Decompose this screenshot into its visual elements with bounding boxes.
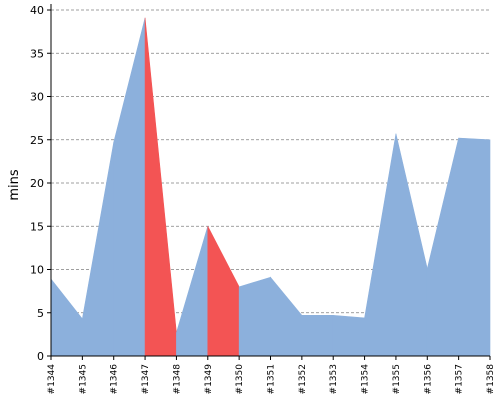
area-segment-success <box>395 133 428 357</box>
x-tick-label: #1347 <box>141 364 151 394</box>
x-tick-label: #1355 <box>392 364 402 394</box>
x-tick-label: #1352 <box>298 364 308 394</box>
y-tick-label: 5 <box>37 307 44 320</box>
area-segment-success <box>458 137 491 357</box>
x-tick-label: #1345 <box>78 364 88 394</box>
area-segment-success <box>82 142 115 357</box>
area-series <box>50 17 491 357</box>
area-segment-success <box>332 315 365 357</box>
area-segment-success <box>238 276 271 357</box>
area-segment-success <box>113 17 146 357</box>
y-tick-label: 15 <box>30 220 44 233</box>
x-tick-labels: #1344 #1345 #1346 #1347 #1348 #1349 #1350 #1351… <box>47 364 496 395</box>
area-segment-success <box>270 276 303 357</box>
y-tick-label: 20 <box>30 177 44 190</box>
y-tick-labels: 0 5 10 15 20 25 30 35 40 <box>30 4 44 363</box>
x-tick-label: #1350 <box>235 364 245 395</box>
area-segment-success <box>176 226 209 357</box>
area-segment-success <box>364 133 397 357</box>
x-tick-label: #1356 <box>423 364 433 395</box>
x-tick-label: #1357 <box>455 364 465 394</box>
x-tick-label: #1349 <box>204 364 214 395</box>
x-tick-label: #1344 <box>47 364 57 395</box>
area-segment-success <box>301 315 334 357</box>
y-tick-label: 35 <box>30 47 44 60</box>
x-tick-label: #1353 <box>329 364 339 394</box>
axes <box>47 4 491 360</box>
y-axis-label: mins <box>7 169 22 201</box>
area-segment-success <box>426 137 459 357</box>
x-tick-label: #1358 <box>486 364 496 395</box>
y-tick-label: 10 <box>30 264 44 277</box>
area-segment-failed <box>144 17 177 357</box>
area-segment-success <box>50 278 83 357</box>
y-tick-label: 25 <box>30 134 44 147</box>
y-tick-label: 0 <box>37 350 44 363</box>
x-tick-label: #1351 <box>267 364 277 394</box>
y-tick-label: 40 <box>30 4 44 17</box>
x-tick-label: #1348 <box>172 364 182 395</box>
y-tick-label: 30 <box>30 91 44 104</box>
x-tick-label: #1346 <box>110 364 120 395</box>
area-segment-failed <box>207 226 240 357</box>
x-tick-label: #1354 <box>361 364 371 395</box>
